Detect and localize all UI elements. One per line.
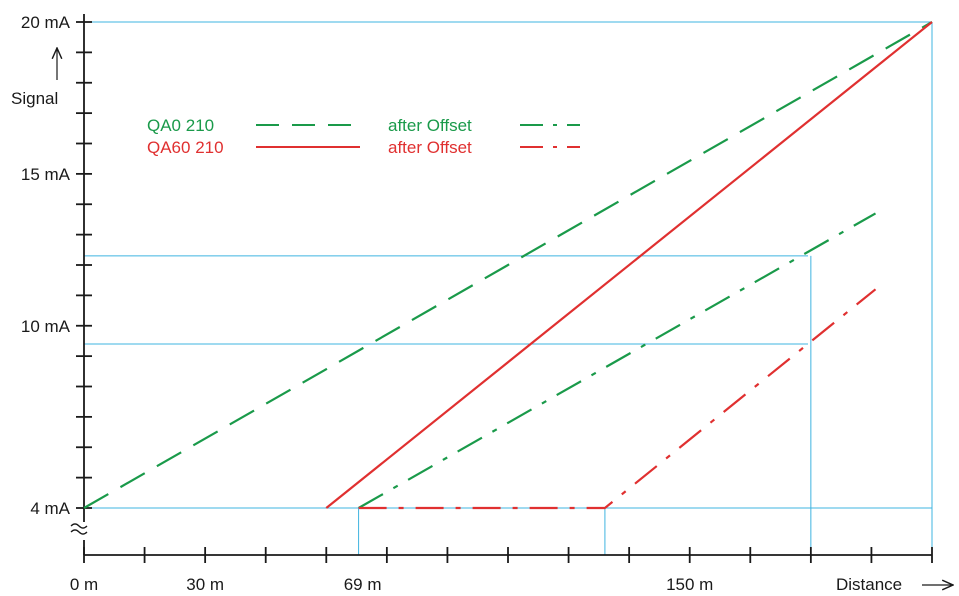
legend-label-qa0: QA0 210 [147, 116, 214, 135]
x-tick-label: 69 m [344, 575, 382, 594]
x-tick-label: 0 m [70, 575, 98, 594]
reference-lines [84, 21, 933, 555]
series-line-1 [325, 21, 933, 509]
y-tick-label: 4 mA [30, 499, 70, 518]
x-tick-label: 30 m [186, 575, 224, 594]
y-axis-title: Signal [11, 89, 58, 108]
series-line-2 [358, 212, 877, 509]
series-group [83, 21, 933, 510]
legend: QA0 210 after Offset QA60 210 after Offs… [147, 116, 580, 157]
series-line-3 [358, 288, 877, 510]
y-tick-label: 20 mA [21, 13, 71, 32]
y-tick-label: 10 mA [21, 317, 71, 336]
x-axis-title: Distance [836, 575, 902, 594]
y-tick-label: 15 mA [21, 165, 71, 184]
tick-labels: 4 mA 10 mA 15 mA 20 mA 0 m 30 m 69 m 150 m [21, 13, 713, 594]
legend-label-qa60-offset: after Offset [388, 138, 472, 157]
series-line-0 [83, 21, 933, 509]
axes [76, 14, 933, 563]
legend-label-qa0-offset: after Offset [388, 116, 472, 135]
axis-break-icon [70, 523, 88, 535]
legend-label-qa60: QA60 210 [147, 138, 224, 157]
x-tick-label: 150 m [666, 575, 713, 594]
